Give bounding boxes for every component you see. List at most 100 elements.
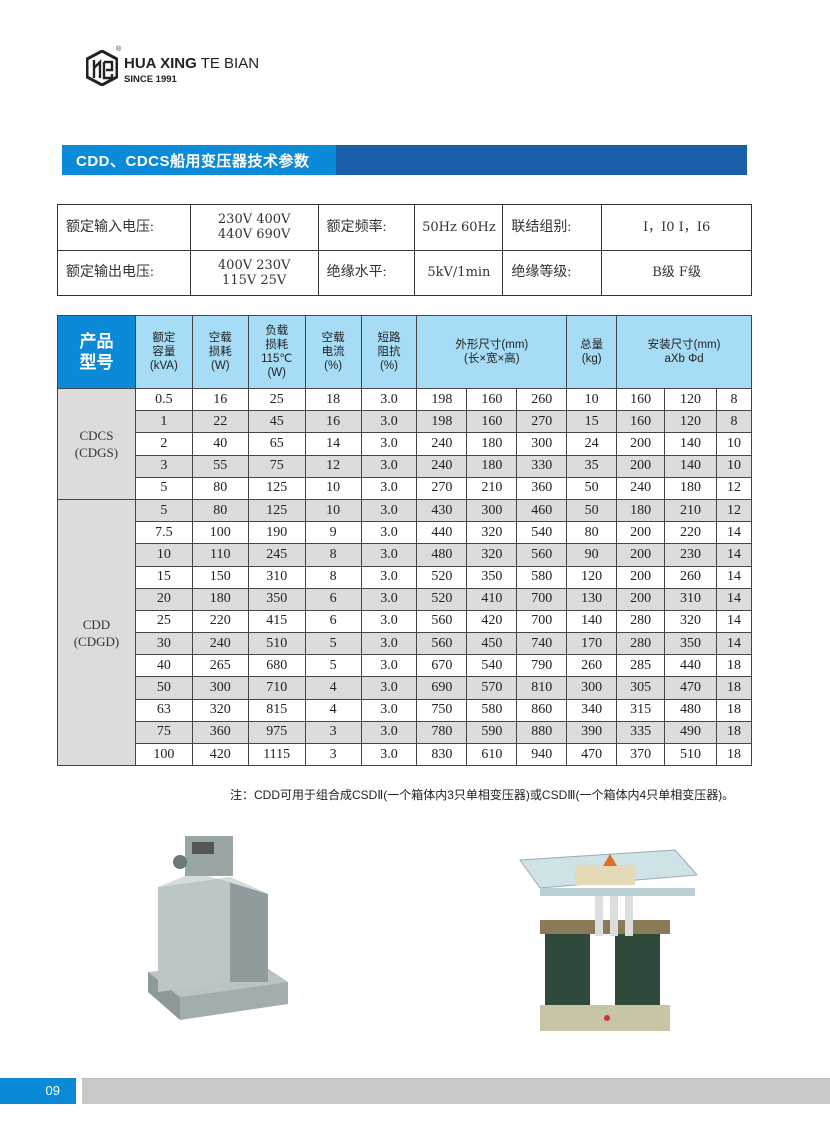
parameter-label: 额定频率: xyxy=(317,204,416,251)
table-cell: 265 xyxy=(191,654,249,678)
table-cell: 10 xyxy=(304,498,362,523)
parameter-value: B级 F级 xyxy=(601,249,752,296)
table-cell: 310 xyxy=(247,565,306,589)
table-cell: 220 xyxy=(664,521,717,545)
table-cell: 18 xyxy=(715,742,753,767)
table-cell: 12 xyxy=(715,498,753,523)
text-line: 115℃ xyxy=(261,353,293,365)
table-cell: 75 xyxy=(247,454,306,478)
text-line: 产品 xyxy=(79,332,114,351)
cdcs-transformer-image xyxy=(519,849,699,1031)
product-model-cell: CDCS (CDGS) xyxy=(57,388,136,500)
table-cell: 570 xyxy=(466,676,518,700)
table-cell: 180 xyxy=(191,587,249,611)
table-cell: 14 xyxy=(715,587,753,611)
table-cell: 560 xyxy=(516,543,568,567)
table-cell: 470 xyxy=(664,676,717,700)
table-cell: 190 xyxy=(247,521,306,545)
table-cell: 3.0 xyxy=(360,387,418,412)
table-cell: 3.0 xyxy=(360,587,418,611)
text-line: I，I0 I，I6 xyxy=(643,219,711,235)
table-cell: 3.0 xyxy=(360,632,418,656)
table-cell: 3.0 xyxy=(360,476,418,500)
table-cell: 240 xyxy=(191,632,249,656)
table-cell: 5 xyxy=(304,632,362,656)
cdd-transformer-image xyxy=(148,836,288,1020)
table-cell: 180 xyxy=(466,432,518,456)
table-cell: 3.0 xyxy=(360,609,418,634)
table-cell: 10 xyxy=(715,454,753,478)
table-cell: 80 xyxy=(191,498,249,523)
table-cell: 3.0 xyxy=(360,676,418,700)
text-line: (kg) xyxy=(581,353,602,365)
text-line: aXb Φd xyxy=(664,353,704,365)
table-cell: 170 xyxy=(566,632,618,656)
table-cell: 3.0 xyxy=(360,720,418,745)
text-line: 安装尺寸(mm) xyxy=(647,339,721,351)
column-header-load-loss: 负载 损耗 115℃ (W) xyxy=(247,315,306,389)
table-cell: 24 xyxy=(566,432,618,456)
table-cell: 40 xyxy=(134,654,193,678)
table-cell: 3.0 xyxy=(360,742,418,767)
table-cell: 370 xyxy=(616,742,666,767)
table-row: 63 320 815 4 3.0 750 580 860 340 315 480 18 xyxy=(58,698,753,722)
table-cell: 230 xyxy=(664,543,717,567)
column-header-weight: 总量 (kg) xyxy=(566,315,618,389)
table-cell: 18 xyxy=(304,387,362,412)
table-cell: 480 xyxy=(416,543,468,567)
table-cell: 490 xyxy=(664,720,717,745)
table-cell: 3.0 xyxy=(360,410,418,434)
text-line: 阻抗 xyxy=(377,346,401,358)
table-cell: 5 xyxy=(134,498,193,523)
table-cell: 350 xyxy=(247,587,306,611)
table-row: 10 110 245 8 3.0 480 320 560 90 200 230 14 xyxy=(58,543,753,567)
table-cell: 580 xyxy=(516,565,568,589)
table-row: 30 240 510 5 3.0 560 450 740 170 280 350 14 xyxy=(58,632,753,656)
table-cell: 460 xyxy=(516,498,568,523)
table-cell: 975 xyxy=(247,720,306,745)
parameter-row: 额定输出电压: 400V 230V 115V 25V 绝缘水平: 5kV/1min 绝缘等… xyxy=(57,249,752,296)
table-cell: 160 xyxy=(466,387,518,412)
section-title-bar: CDD、CDCS船用变压器技术参数 xyxy=(62,145,747,175)
section-title: CDD、CDCS船用变压器技术参数 xyxy=(76,153,310,170)
table-cell: 14 xyxy=(715,543,753,567)
text-line: CDD xyxy=(82,616,111,632)
table-cell: 198 xyxy=(416,387,468,412)
table-cell: 440 xyxy=(664,654,717,678)
table-cell: 3.0 xyxy=(360,698,418,722)
specifications-table: 产品 型号 额定 容量 (kVA) 空载 损耗 (W) 负载 损耗 115℃ (W) 空载 电流 (%) 短路… xyxy=(57,315,753,767)
table-cell: 50 xyxy=(134,676,193,700)
table-cell: 390 xyxy=(566,720,618,745)
table-cell: 440 xyxy=(416,521,468,545)
table-cell: 63 xyxy=(134,698,193,722)
text-line: 型号 xyxy=(79,353,114,372)
table-cell: 120 xyxy=(664,387,717,412)
table-row: 5 80 125 10 3.0 270 210 360 50 240 180 12 xyxy=(58,476,753,500)
table-cell: 1115 xyxy=(247,742,306,767)
table-cell: 16 xyxy=(191,387,249,412)
text-line: 负载 xyxy=(265,325,289,337)
table-cell: 14 xyxy=(715,632,753,656)
footer-bar xyxy=(82,1078,830,1104)
text-line: 外形尺寸(mm) xyxy=(455,339,529,351)
table-row: CDCS (CDGS) 0.5 16 25 18 3.0 198 160 260 10 160 120 8 xyxy=(57,387,753,500)
table-cell: 55 xyxy=(191,454,249,478)
table-cell: 16 xyxy=(304,410,362,434)
text-line: 损耗 xyxy=(265,339,289,351)
text-line: 额定 xyxy=(152,332,176,344)
table-row: 2 40 65 14 3.0 240 180 300 24 200 140 10 xyxy=(58,432,753,456)
table-cell: 350 xyxy=(466,565,518,589)
text-line: 440V 690V xyxy=(217,227,291,243)
table-cell: 6 xyxy=(304,587,362,611)
text-line: 115V 25V xyxy=(222,272,287,288)
table-cell: 350 xyxy=(664,632,717,656)
table-cell: 3.0 xyxy=(360,654,418,678)
table-cell: 4 xyxy=(304,676,362,700)
table-cell: 6 xyxy=(304,609,362,634)
table-cell: 90 xyxy=(566,543,618,567)
table-cell: 470 xyxy=(566,742,618,767)
table-cell: 740 xyxy=(516,632,568,656)
table-cell: 310 xyxy=(664,587,717,611)
table-cell: 15 xyxy=(134,565,193,589)
logo-hexagon-icon xyxy=(86,50,118,86)
